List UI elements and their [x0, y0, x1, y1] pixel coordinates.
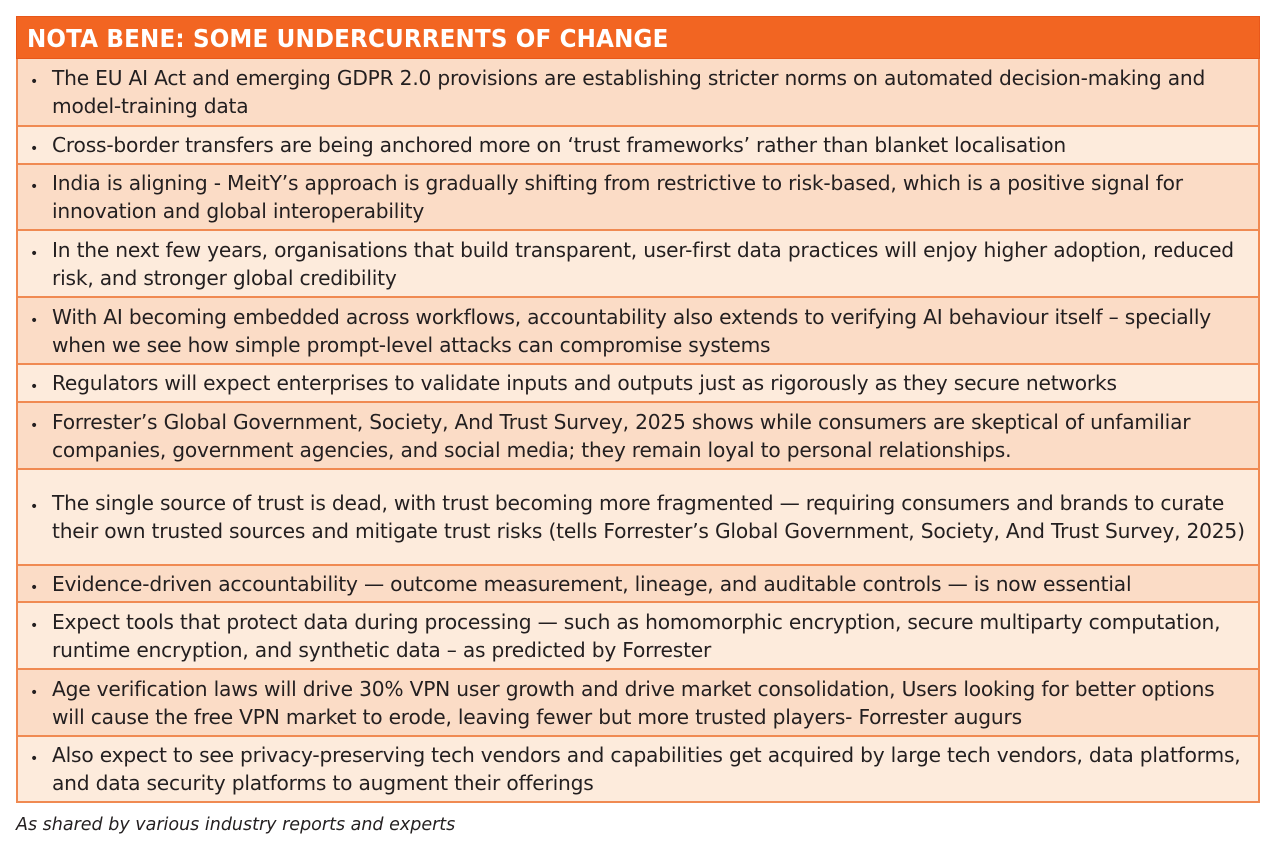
list-item: • In the next few years, organisations t… [18, 229, 1258, 296]
panel-title: NOTA BENE: SOME UNDERCURRENTS OF CHANGE [27, 24, 669, 53]
list-item-text: Cross-border transfers are being anchore… [52, 133, 1066, 157]
bullet-icon: • [30, 179, 39, 195]
list-item: • Expect tools that protect data during … [18, 601, 1258, 668]
list-item: • Evidence-driven accountability — outco… [18, 564, 1258, 601]
bullet-icon: • [30, 313, 39, 329]
list-item: • Cross-border transfers are being ancho… [18, 125, 1258, 163]
list-item-text: India is aligning - MeitY’s approach is … [52, 171, 1183, 223]
bullet-icon: • [30, 379, 39, 395]
list-item-text: With AI becoming embedded across workflo… [52, 304, 1211, 357]
list-item: • With AI becoming embedded across workf… [18, 296, 1258, 363]
list-item: • The single source of trust is dead, wi… [18, 468, 1258, 564]
list-item-text: The single source of trust is dead, with… [52, 491, 1245, 543]
nota-bene-panel: NOTA BENE: SOME UNDERCURRENTS OF CHANGE … [16, 16, 1260, 803]
list-item-text: Expect tools that protect data during pr… [52, 609, 1221, 662]
list-item-text: Also expect to see privacy-preserving te… [52, 743, 1241, 795]
bullet-icon: • [30, 751, 39, 767]
bullet-icon: • [30, 685, 39, 701]
source-caption: As shared by various industry reports an… [16, 815, 456, 835]
list-item: • Regulators will expect enterprises to … [18, 363, 1258, 401]
list-item: • India is aligning - MeitY’s approach i… [18, 163, 1258, 229]
list-item-text: The EU AI Act and emerging GDPR 2.0 prov… [52, 66, 1206, 118]
list-item-text: Evidence-driven accountability — outcome… [52, 571, 1132, 596]
bullet-icon: • [30, 141, 39, 157]
bullet-icon: • [30, 74, 39, 90]
bullet-icon: • [30, 499, 39, 515]
list-item-text: In the next few years, organisations tha… [52, 237, 1234, 290]
bullet-list: • The EU AI Act and emerging GDPR 2.0 pr… [16, 59, 1260, 803]
bullet-icon: • [30, 618, 39, 634]
list-item: • Age verification laws will drive 30% V… [18, 668, 1258, 735]
bullet-icon: • [30, 246, 39, 262]
bullet-icon: • [30, 418, 39, 434]
panel-header: NOTA BENE: SOME UNDERCURRENTS OF CHANGE [16, 16, 1260, 59]
list-item-text: Regulators will expect enterprises to va… [52, 371, 1117, 395]
list-item-text: Forrester’s Global Government, Society, … [52, 409, 1191, 462]
list-item: • Also expect to see privacy-preserving … [18, 735, 1258, 801]
bullet-icon: • [30, 580, 39, 596]
list-item: • Forrester’s Global Government, Society… [18, 401, 1258, 468]
list-item: • The EU AI Act and emerging GDPR 2.0 pr… [18, 59, 1258, 125]
list-item-text: Age verification laws will drive 30% VPN… [52, 676, 1215, 729]
